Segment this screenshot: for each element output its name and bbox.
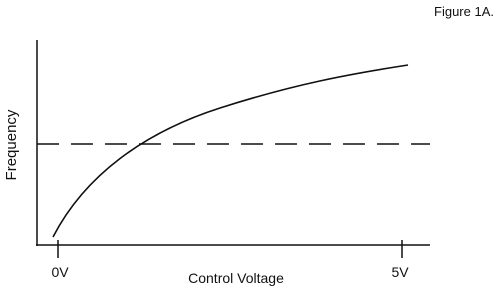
figure-label: Figure 1A. [434,4,494,19]
y-axis-label: Frequency [3,109,20,180]
response-curve [52,64,409,238]
x-axis-label: Control Voltage [188,270,284,286]
x-tick-label: 5V [391,264,409,280]
x-tick-label: 0V [51,264,69,280]
